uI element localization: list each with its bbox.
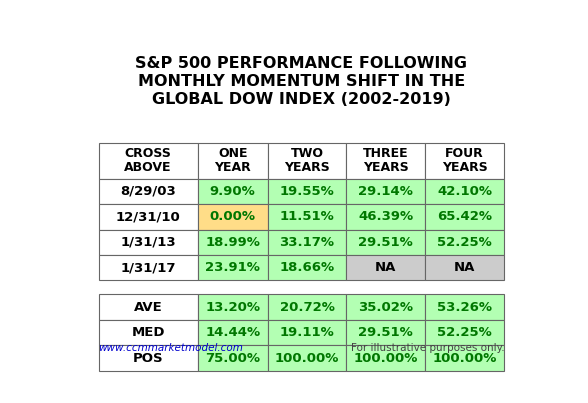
Text: 33.17%: 33.17% <box>279 236 335 249</box>
Text: 19.55%: 19.55% <box>280 185 335 198</box>
Bar <box>268 345 346 371</box>
Bar <box>198 295 268 320</box>
Text: ONE
YEAR: ONE YEAR <box>214 147 251 174</box>
Bar <box>99 179 198 204</box>
Bar <box>425 204 504 230</box>
Text: 65.42%: 65.42% <box>437 210 492 223</box>
Text: 100.00%: 100.00% <box>433 351 497 365</box>
Bar <box>346 255 425 280</box>
Bar <box>425 255 504 280</box>
Bar <box>346 143 425 179</box>
Bar <box>425 295 504 320</box>
Text: 12/31/10: 12/31/10 <box>116 210 181 223</box>
Bar <box>198 345 268 371</box>
Bar <box>99 143 198 179</box>
Text: 13.20%: 13.20% <box>205 301 260 314</box>
Bar <box>346 345 425 371</box>
Bar <box>198 255 268 280</box>
Text: 52.25%: 52.25% <box>437 326 492 339</box>
Bar <box>425 143 504 179</box>
Bar <box>99 320 198 345</box>
Text: 42.10%: 42.10% <box>437 185 492 198</box>
Bar <box>268 179 346 204</box>
Text: 19.11%: 19.11% <box>280 326 335 339</box>
Text: 11.51%: 11.51% <box>280 210 335 223</box>
Text: FOUR
YEARS: FOUR YEARS <box>442 147 487 174</box>
Bar <box>198 179 268 204</box>
Bar <box>346 179 425 204</box>
Bar <box>198 143 268 179</box>
Bar <box>346 204 425 230</box>
Bar <box>198 204 268 230</box>
Text: 29.51%: 29.51% <box>359 236 413 249</box>
Bar <box>268 143 346 179</box>
Bar <box>198 230 268 255</box>
Bar <box>99 204 198 230</box>
Text: 0.00%: 0.00% <box>210 210 256 223</box>
Text: NA: NA <box>454 261 475 274</box>
Text: 29.51%: 29.51% <box>359 326 413 339</box>
Bar <box>425 179 504 204</box>
Text: www.ccmmarketmodel.com: www.ccmmarketmodel.com <box>99 343 243 353</box>
Text: THREE
YEARS: THREE YEARS <box>363 147 409 174</box>
Bar <box>268 295 346 320</box>
Text: TWO
YEARS: TWO YEARS <box>284 147 330 174</box>
Bar <box>99 255 198 280</box>
Text: 18.99%: 18.99% <box>205 236 260 249</box>
Text: 100.00%: 100.00% <box>275 351 339 365</box>
Bar <box>425 320 504 345</box>
Text: 8/29/03: 8/29/03 <box>121 185 176 198</box>
Bar <box>99 345 198 371</box>
Text: MED: MED <box>131 326 165 339</box>
Bar <box>268 320 346 345</box>
Bar <box>425 345 504 371</box>
Text: 1/31/13: 1/31/13 <box>121 236 176 249</box>
Bar <box>346 320 425 345</box>
Text: 23.91%: 23.91% <box>205 261 260 274</box>
Text: S&P 500 PERFORMANCE FOLLOWING
MONTHLY MOMENTUM SHIFT IN THE
GLOBAL DOW INDEX (20: S&P 500 PERFORMANCE FOLLOWING MONTHLY MO… <box>135 56 467 107</box>
Text: CROSS
ABOVE: CROSS ABOVE <box>125 147 172 174</box>
Text: 46.39%: 46.39% <box>358 210 413 223</box>
Text: 35.02%: 35.02% <box>358 301 413 314</box>
Bar <box>198 320 268 345</box>
Text: POS: POS <box>133 351 163 365</box>
Bar <box>99 230 198 255</box>
Text: 1/31/17: 1/31/17 <box>121 261 176 274</box>
Text: 14.44%: 14.44% <box>205 326 260 339</box>
Bar <box>268 204 346 230</box>
Text: NA: NA <box>375 261 396 274</box>
Text: 9.90%: 9.90% <box>210 185 256 198</box>
Bar <box>346 295 425 320</box>
Bar <box>268 255 346 280</box>
Text: 100.00%: 100.00% <box>353 351 418 365</box>
Text: 20.72%: 20.72% <box>279 301 335 314</box>
Text: 18.66%: 18.66% <box>279 261 335 274</box>
Text: AVE: AVE <box>133 301 162 314</box>
Bar <box>268 230 346 255</box>
Text: 53.26%: 53.26% <box>437 301 492 314</box>
Bar <box>99 295 198 320</box>
Bar <box>346 230 425 255</box>
Text: 29.14%: 29.14% <box>359 185 413 198</box>
Text: 75.00%: 75.00% <box>205 351 260 365</box>
Text: 52.25%: 52.25% <box>437 236 492 249</box>
Text: For illustrative purposes only.: For illustrative purposes only. <box>350 343 504 353</box>
Bar <box>425 230 504 255</box>
